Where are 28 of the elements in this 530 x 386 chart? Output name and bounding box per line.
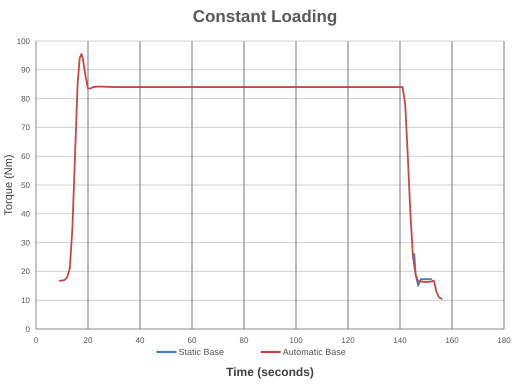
x-tick-label: 40	[136, 336, 145, 345]
y-tick-label: 70	[21, 123, 31, 132]
x-tick-label: 160	[445, 336, 460, 345]
y-tick-label: 40	[21, 210, 31, 219]
x-tick-label: 80	[240, 336, 249, 345]
y-tick-label: 80	[21, 94, 31, 104]
y-axis-title: Torque (Nm)	[3, 154, 15, 216]
x-tick-label: 0	[34, 336, 39, 345]
x-tick-label: 100	[289, 336, 304, 345]
y-tick-label: 20	[21, 267, 31, 276]
x-tick-label: 20	[84, 336, 93, 345]
y-tick-label: 10	[21, 296, 31, 305]
line-series	[413, 253, 432, 287]
x-tick-label: 60	[188, 336, 197, 345]
legend-label: Automatic Base	[282, 347, 346, 358]
y-tick-label: 60	[21, 152, 31, 161]
y-tick-label: 90	[21, 66, 31, 75]
legend-label: Static Base	[178, 347, 224, 358]
line-series	[58, 53, 442, 300]
x-axis-title: Time (seconds)	[226, 365, 314, 379]
x-tick-label: 180	[497, 336, 512, 345]
chart-title: Constant Loading	[192, 7, 338, 26]
x-tick-label: 120	[341, 336, 356, 345]
x-tick-label: 140	[393, 336, 408, 345]
y-tick-label: 30	[21, 238, 31, 248]
y-tick-label: 50	[21, 180, 31, 190]
y-tick-label: 100	[16, 36, 31, 46]
y-tick-label: 0	[26, 324, 31, 334]
